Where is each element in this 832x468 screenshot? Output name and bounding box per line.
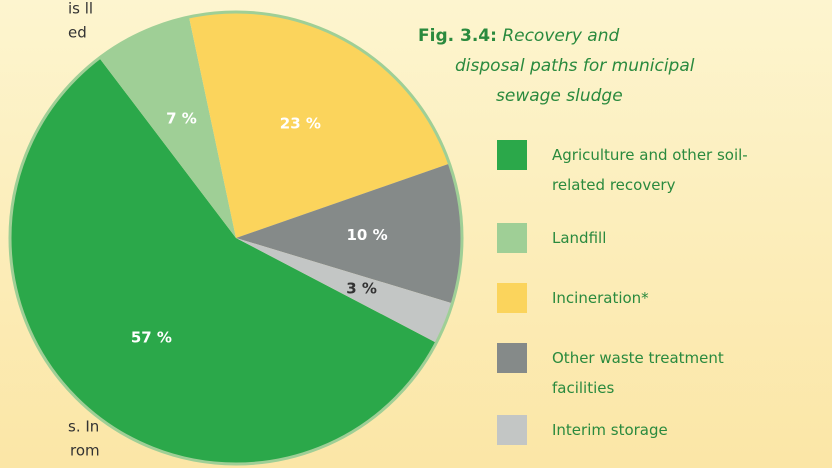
title-line: sewage sludge	[496, 86, 623, 106]
legend-label: Agriculture and other soil-related recov…	[552, 146, 748, 194]
value-label: 7 %	[166, 109, 197, 127]
pie-outline	[8, 10, 464, 466]
pie-slice	[10, 57, 437, 464]
legend-swatch	[497, 343, 527, 373]
legend-swatch	[497, 223, 527, 253]
legend-label: Landfill	[552, 229, 607, 247]
title-line: disposal paths for municipal	[455, 56, 695, 76]
value-label: 3 %	[346, 280, 377, 298]
legend-swatch	[497, 415, 527, 445]
text-fragment: s. In	[68, 418, 99, 436]
pie-slice	[236, 238, 453, 343]
title-line: Recovery and	[502, 26, 619, 46]
text-fragment: ed	[68, 24, 87, 42]
chart-title: Fig. 3.4: Recovery and	[418, 26, 619, 46]
value-label: 23 %	[280, 114, 321, 132]
title-label: Fig. 3.4:	[418, 26, 497, 46]
text-fragment: is ll	[68, 0, 93, 18]
text-fragment: rom	[70, 442, 100, 460]
legend-label: Other waste treatment facilities	[552, 349, 724, 397]
value-label: 10 %	[346, 226, 387, 244]
legend-swatch	[497, 140, 527, 170]
pie-slice	[99, 16, 237, 238]
pie-slice	[236, 163, 463, 304]
legend-swatch	[497, 283, 527, 313]
legend-label: Incineration*	[552, 289, 649, 307]
legend-label: Interim storage	[552, 421, 668, 439]
value-label: 57 %	[131, 329, 172, 347]
